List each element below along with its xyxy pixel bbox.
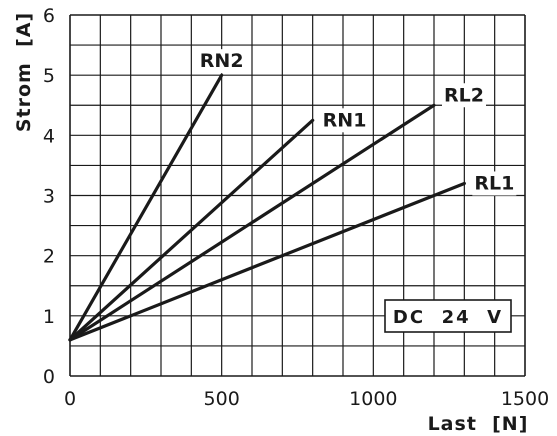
y-tick-label: 3: [43, 186, 55, 208]
series-label-background: [320, 108, 365, 133]
annotation-box: [384, 299, 512, 333]
series-label-rn2: RN2: [200, 50, 244, 72]
series-line-rn2: [68, 73, 224, 342]
y-tick-label: 2: [43, 246, 55, 268]
y-tick-label: 5: [43, 65, 55, 87]
series-labels: RN2 RN1 RL2 RL1: [199, 49, 517, 196]
series-line-rn1: [68, 118, 315, 342]
series-line-rl2: [68, 103, 436, 342]
y-tick-label: 6: [43, 5, 55, 27]
y-tick-label: 4: [43, 125, 55, 147]
annotation-box-group: DC 24 V: [384, 299, 512, 333]
series-label-rl2: RL2: [444, 84, 484, 106]
y-tick-label: 0: [43, 366, 55, 388]
x-axis-title: Last [N]: [428, 413, 529, 435]
series-label-rl1: RL1: [474, 172, 514, 194]
series-line-rl1: [68, 181, 466, 342]
series-lines: [68, 73, 466, 342]
series-label-rn1: RN1: [323, 109, 367, 131]
y-axis-title: Strom [A]: [13, 12, 35, 132]
series-label-background: [472, 171, 517, 196]
x-tick-label: 500: [204, 388, 240, 410]
y-tick-label: 1: [43, 306, 55, 328]
tick-labels: 0 500 1000 1500 0 1 2 3 4 5 6: [43, 5, 549, 410]
x-tick-label: 0: [64, 388, 76, 410]
x-tick-label: 1500: [501, 388, 549, 410]
x-tick-label: 1000: [349, 388, 397, 410]
series-label-background: [442, 83, 486, 108]
annotation-text: DC 24 V: [393, 307, 503, 328]
series-label-background: [199, 49, 244, 74]
